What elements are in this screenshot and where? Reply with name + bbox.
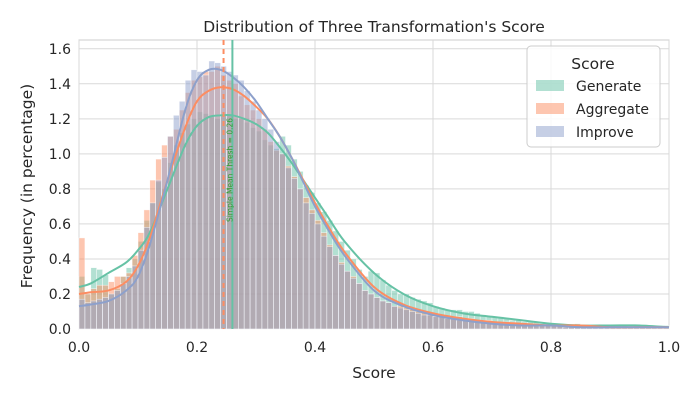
bar-improve: [255, 109, 263, 330]
legend-box: [526, 45, 661, 148]
x-tick-label: 1.0: [658, 340, 680, 356]
bar-improve: [308, 213, 316, 330]
legend-title: Score: [571, 55, 614, 73]
bar-improve: [267, 129, 274, 330]
y-tick-label: 1.4: [49, 77, 71, 93]
bar-improve: [261, 118, 269, 330]
bar-improve: [279, 153, 286, 330]
legend-label-generate: Generate: [576, 79, 641, 95]
bar-improve: [379, 300, 387, 330]
bar-improve: [403, 309, 410, 330]
bar-improve: [273, 141, 280, 330]
bar-improve: [420, 314, 428, 330]
bar-improve: [243, 90, 251, 330]
legend-swatch-generate: [536, 80, 564, 91]
bar-series-improve: [78, 60, 670, 330]
kde-curves: [78, 67, 670, 329]
bar-improve: [426, 314, 434, 330]
bar-improve: [367, 293, 375, 330]
chart-title: Distribution of Three Transformation's S…: [203, 18, 545, 36]
bar-improve: [397, 307, 404, 330]
legend-swatch-aggregate: [536, 103, 564, 114]
bar-improve: [361, 290, 369, 330]
bar-improve: [355, 283, 363, 330]
bar-improve: [456, 319, 463, 330]
y-tick-label: 0.8: [49, 182, 71, 198]
bar-improve: [385, 302, 392, 330]
y-tick-label: 0.0: [49, 322, 71, 338]
x-tick-label: 0.4: [304, 340, 326, 356]
bar-improve: [208, 60, 216, 330]
y-tick-label: 1.6: [49, 42, 71, 58]
y-tick-label: 1.0: [49, 147, 71, 163]
y-tick-label: 1.2: [49, 112, 71, 128]
bar-improve: [249, 101, 257, 330]
bar-improve: [202, 74, 210, 330]
bar-improve: [391, 305, 398, 330]
axes: 0.0 0.2 0.4 0.6 0.8 1.0 0.0 0.2 0.4 0.6 0.8 1.0 1.2 1…: [49, 42, 680, 356]
bar-improve: [373, 297, 381, 330]
bar-improve: [285, 167, 292, 330]
legend-label-aggregate: Aggregate: [576, 102, 649, 118]
bar-improve: [438, 316, 446, 330]
bar-improve: [332, 255, 339, 330]
legend-items: Generate Aggregate Improve: [536, 79, 649, 141]
kde-line-improve: [78, 67, 669, 329]
y-tick-label: 0.6: [49, 217, 71, 233]
legend-swatch-improve: [536, 126, 564, 137]
histogram-bars: [78, 60, 670, 330]
bar-improve: [414, 312, 422, 330]
bar-improve: [320, 235, 328, 330]
bar-improve: [296, 188, 304, 330]
x-tick-label: 0.0: [68, 340, 90, 356]
bar-improve: [409, 311, 416, 330]
x-tick-label: 0.2: [186, 340, 208, 356]
bar-improve: [338, 263, 345, 330]
kde-line-generate: [78, 113, 670, 329]
bar-improve: [314, 223, 322, 330]
x-axis-label: Score: [352, 364, 395, 382]
bar-improve: [214, 62, 221, 330]
bar-improve: [432, 316, 440, 330]
bar-improve: [350, 277, 357, 330]
bar-improve: [291, 178, 298, 330]
bar-improve: [84, 302, 92, 330]
y-tick-label: 0.4: [49, 252, 71, 268]
bar-improve: [302, 202, 310, 330]
bar-improve: [444, 318, 451, 330]
legend-label-improve: Improve: [576, 125, 634, 141]
bar-improve: [196, 71, 204, 330]
x-tick-label: 0.8: [540, 340, 562, 356]
bar-improve: [78, 298, 86, 330]
reference-line-label: Simple Mean Thresh = 0.26: [225, 118, 234, 222]
y-tick-label: 0.2: [49, 287, 71, 303]
legend: Score Generate Aggregate Improve: [526, 45, 661, 148]
reference-lines: Simple Mean Thresh = 0.26: [222, 40, 234, 329]
bar-improve: [326, 246, 333, 330]
y-axis-label: Frequency (in percentage): [18, 84, 36, 288]
bar-improve: [125, 276, 133, 330]
bar-improve: [344, 270, 351, 330]
x-tick-label: 0.6: [422, 340, 444, 356]
